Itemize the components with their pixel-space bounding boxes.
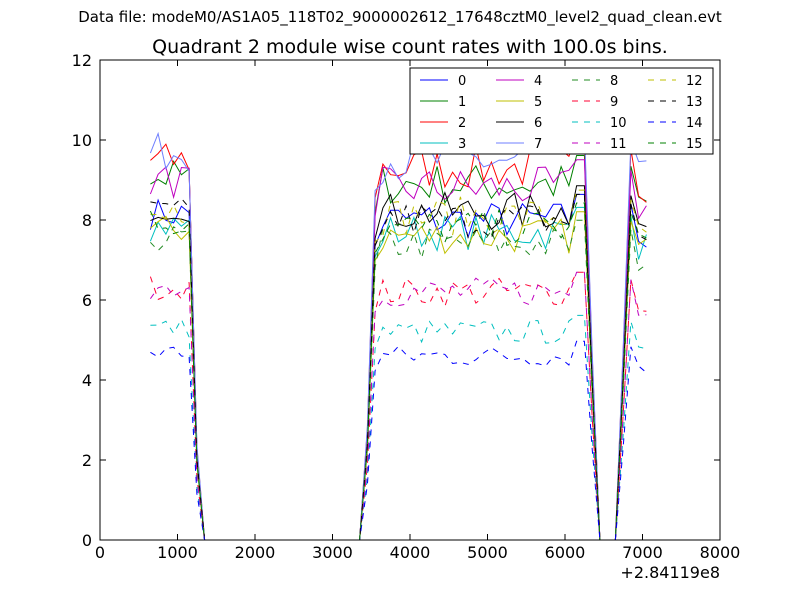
legend-box: [409, 67, 714, 155]
series-line-13: [150, 193, 647, 541]
x-tick-label: 2000: [235, 543, 276, 562]
chart-title: Quadrant 2 module wise count rates with …: [152, 36, 668, 58]
y-tick-label: 2: [82, 451, 92, 470]
series-line-12: [150, 189, 647, 541]
series-line-3: [149, 206, 647, 541]
y-tick-label: 6: [82, 291, 92, 310]
x-tick-label: 8000: [700, 543, 741, 562]
legend-label-15: 15: [686, 137, 703, 152]
series-layer: [149, 129, 647, 541]
series-line-2: [150, 137, 647, 541]
x-tick-label: 7000: [622, 543, 663, 562]
legend-label-4: 4: [534, 74, 542, 89]
x-tick-label: 5000: [467, 543, 508, 562]
x-tick-label: 3000: [312, 543, 353, 562]
series-line-10: [150, 314, 647, 541]
legend-label-1: 1: [458, 95, 466, 110]
legend-label-6: 6: [534, 116, 542, 131]
legend-label-12: 12: [686, 74, 703, 89]
x-tick-label: 1000: [157, 543, 198, 562]
x-offset-label: +2.84119e8: [620, 563, 720, 582]
series-line-8: [150, 219, 647, 541]
legend-label-9: 9: [610, 95, 618, 110]
x-tick-label: 6000: [545, 543, 586, 562]
legend-label-14: 14: [686, 116, 703, 131]
legend-label-3: 3: [458, 137, 466, 152]
x-tick-label: 0: [95, 543, 105, 562]
legend-label-10: 10: [610, 116, 627, 131]
y-tick-label: 8: [82, 211, 92, 230]
series-line-5: [150, 211, 647, 541]
legend-label-13: 13: [686, 95, 703, 110]
legend-label-5: 5: [534, 95, 542, 110]
series-line-7: [149, 129, 647, 541]
ticks-layer: 0 1000 2000 3000 4000 5000 6000 7000 80000246810…: [72, 51, 741, 562]
legend-label-0: 0: [458, 74, 466, 89]
y-tick-label: 4: [82, 371, 92, 390]
data-file-suptitle: Data file: modeM0/AS1A05_118T02_90000026…: [78, 8, 722, 26]
x-tick-label: 4000: [390, 543, 431, 562]
y-tick-label: 0: [82, 531, 92, 550]
legend-label-7: 7: [534, 137, 542, 152]
series-line-11: [149, 271, 647, 541]
legend-label-2: 2: [458, 116, 466, 131]
legend-label-8: 8: [610, 74, 618, 89]
y-tick-label: 12: [72, 51, 92, 70]
series-line-9: [149, 271, 647, 541]
y-tick-label: 10: [72, 131, 92, 150]
series-line-14: [150, 340, 647, 541]
legend-label-11: 11: [610, 137, 627, 152]
series-line-0: [149, 193, 647, 541]
